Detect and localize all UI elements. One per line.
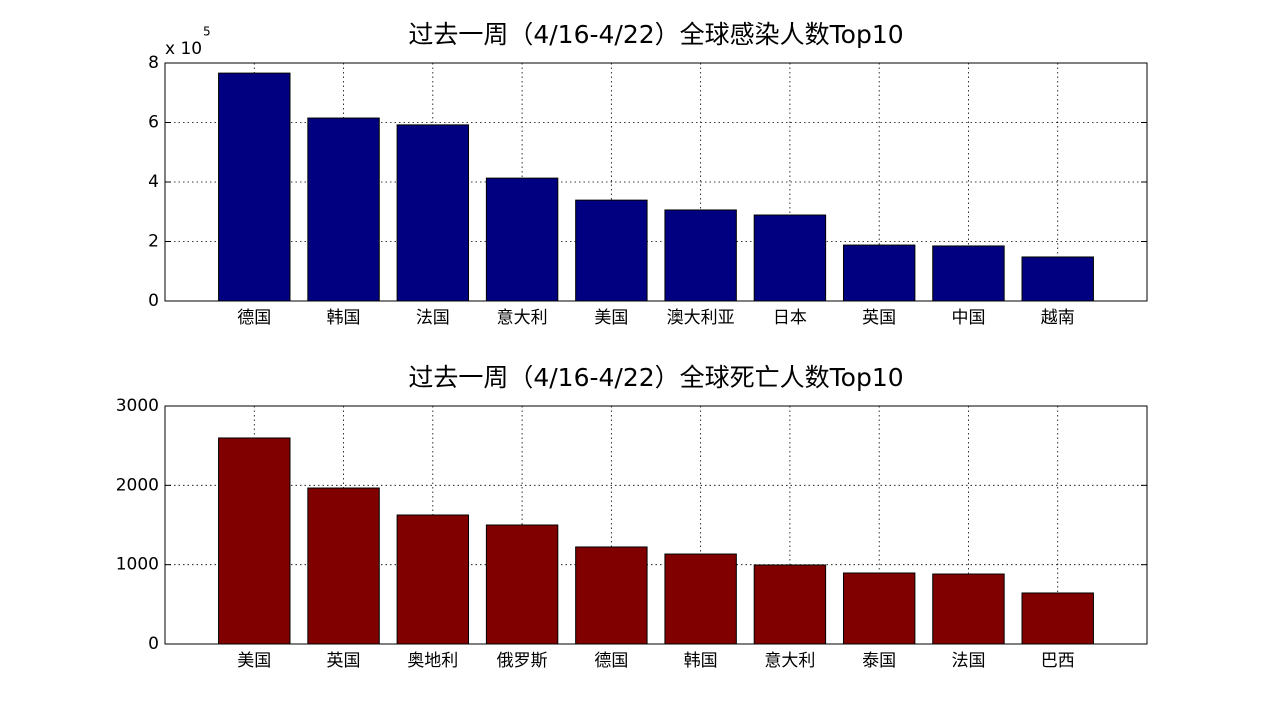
bar <box>575 546 648 645</box>
y-tick-label: 0 <box>148 291 159 311</box>
bar <box>396 514 470 645</box>
y-multiplier-exponent: 5 <box>203 25 211 39</box>
x-tick-label: 越南 <box>1041 308 1075 328</box>
y-tick-label: 8 <box>148 53 159 73</box>
chart-title: 过去一周（4/16-4/22）全球感染人数Top10 <box>408 20 903 49</box>
bar <box>485 524 559 645</box>
bar <box>842 572 916 645</box>
y-multiplier: x 10 <box>165 39 202 59</box>
x-tick-label: 巴西 <box>1041 651 1075 671</box>
x-tick-label: 美国 <box>237 651 271 671</box>
x-tick-label: 俄罗斯 <box>497 651 548 671</box>
x-tick-label: 德国 <box>594 651 628 671</box>
y-tick-label: 2000 <box>116 475 159 495</box>
x-tick-label: 意大利 <box>497 308 548 328</box>
bar <box>1021 592 1094 645</box>
y-tick-label: 6 <box>148 113 159 133</box>
x-tick-label: 日本 <box>773 308 807 328</box>
bar <box>1021 256 1094 302</box>
x-tick-label: 韩国 <box>327 308 361 328</box>
bar <box>575 199 648 302</box>
bar <box>485 177 559 302</box>
plot-frame <box>164 405 1148 645</box>
x-tick-label: 中国 <box>951 308 985 328</box>
x-tick-label: 英国 <box>862 308 896 328</box>
x-tick-label: 英国 <box>327 651 361 671</box>
bar <box>664 553 737 645</box>
x-tick-label: 澳大利亚 <box>667 308 735 328</box>
y-tick-label: 0 <box>148 634 159 654</box>
bar <box>307 487 380 645</box>
y-tick-label: 3000 <box>116 396 159 416</box>
x-tick-label: 美国 <box>594 308 628 328</box>
x-tick-label: 法国 <box>951 651 985 671</box>
bar <box>753 564 827 645</box>
x-tick-label: 泰国 <box>862 651 896 671</box>
y-tick-label: 2 <box>148 232 159 252</box>
bar <box>664 209 737 302</box>
bar <box>396 124 470 302</box>
plot-frame <box>164 62 1148 302</box>
bar <box>842 244 916 302</box>
x-tick-label: 韩国 <box>684 651 718 671</box>
bar <box>218 437 291 645</box>
bar <box>307 117 380 302</box>
bar <box>932 573 1005 645</box>
x-tick-label: 法国 <box>416 308 450 328</box>
chart-title: 过去一周（4/16-4/22）全球死亡人数Top10 <box>408 363 903 392</box>
bar <box>753 214 827 302</box>
bar <box>932 245 1005 302</box>
y-tick-label: 1000 <box>116 555 159 575</box>
x-tick-label: 意大利 <box>764 651 815 671</box>
x-tick-label: 德国 <box>237 308 271 328</box>
bar <box>218 72 291 302</box>
x-tick-label: 奥地利 <box>407 651 458 671</box>
y-tick-label: 4 <box>148 172 159 192</box>
